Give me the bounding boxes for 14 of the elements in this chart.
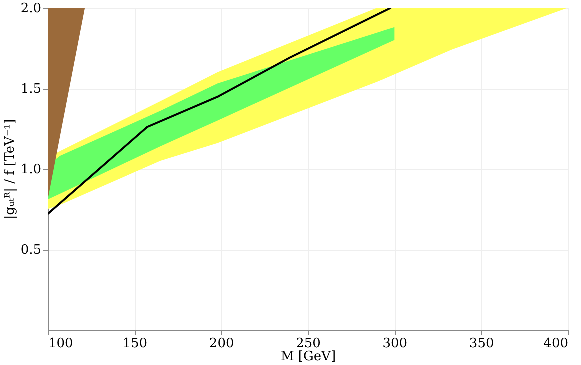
x-tick-label: 400: [544, 336, 568, 352]
x-tick-label: 200: [209, 336, 234, 352]
y-tick-label: 2.0: [20, 2, 42, 16]
y-tick-label: 1.0: [20, 162, 42, 178]
y-tick-label: 0.5: [20, 243, 42, 258]
x-tick-label: 300: [382, 336, 408, 352]
x-tick-label: 150: [122, 336, 148, 352]
x-tick-label: 250: [296, 336, 321, 352]
x-tick-label: 350: [469, 336, 494, 352]
y-tick-label: 1.5: [20, 82, 42, 97]
x-tick-label: 100: [48, 336, 74, 352]
y-axis-title: |gᵤₜᴿ| / f [TeV⁻¹]: [2, 119, 18, 220]
line-series: [48, 8, 392, 216]
x-axis-title: M [GeV]: [280, 350, 336, 364]
